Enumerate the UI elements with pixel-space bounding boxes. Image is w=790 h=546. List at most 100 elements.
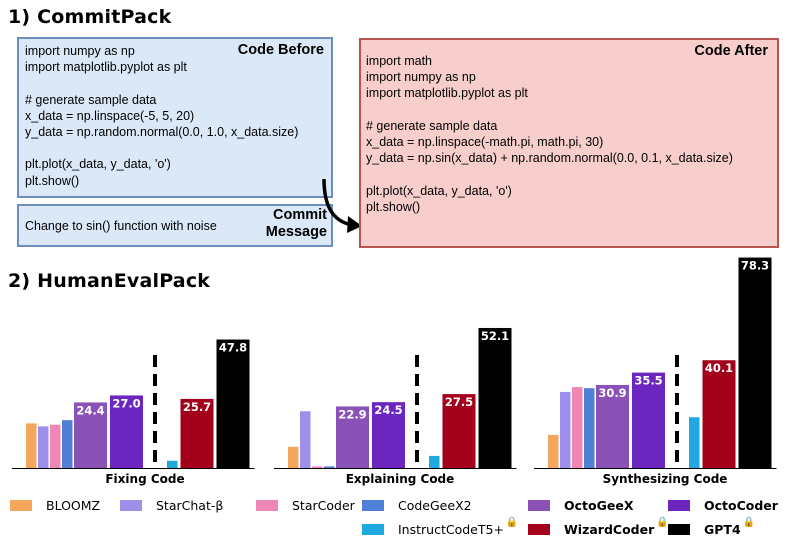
legend-swatch bbox=[528, 500, 550, 511]
lock-icon: 🔒 bbox=[505, 517, 519, 528]
code-after-line: plt.show() bbox=[366, 199, 421, 214]
bar-codegeex2 bbox=[584, 388, 595, 468]
bar-value-label: 52.1 bbox=[481, 329, 509, 343]
bar-value-label: 78.3 bbox=[741, 259, 769, 273]
bar-starcoder bbox=[50, 424, 61, 468]
bar-bloomz bbox=[26, 423, 37, 468]
bar-starchat- bbox=[300, 411, 311, 468]
bar-instructcodet5- bbox=[429, 455, 440, 468]
panel-title-explaining: Explaining Code bbox=[345, 472, 455, 486]
commitpack-title: 1) CommitPack bbox=[8, 6, 172, 28]
bar-octocoder bbox=[110, 395, 143, 468]
code-before-line: plt.plot(x_data, y_data, 'o') bbox=[25, 157, 171, 172]
commit-arrow bbox=[322, 178, 362, 233]
legend-item-instructcodet5-: InstructCodeT5+ 🔒 bbox=[362, 517, 518, 537]
bar-value-label: 24.4 bbox=[76, 403, 104, 417]
code-before-line: # generate sample data bbox=[25, 92, 157, 107]
bar-bloomz bbox=[288, 446, 299, 468]
bar-value-label: 47.8 bbox=[219, 341, 247, 355]
commit-message-text: Change to sin() function with noise bbox=[25, 219, 217, 233]
bar-value-label: 22.9 bbox=[338, 407, 366, 421]
bar-value-label: 35.5 bbox=[634, 374, 662, 388]
code-after-lines: import math import numpy as np import matp… bbox=[366, 53, 772, 215]
code-after-line: import matplotlib.pyplot as plt bbox=[366, 86, 528, 101]
humanevalpack-title: 2) HumanEvalPack bbox=[8, 270, 211, 292]
code-before-line: x_data = np.linspace(-5, 5, 20) bbox=[25, 108, 195, 123]
panel-title-fixing: Fixing Code bbox=[105, 472, 185, 486]
bar-octogeex bbox=[336, 406, 369, 468]
humanevalpack-chart: 24.4 27.0 25.7 47.8 22.9 24.5 27.5 52.1 30.9 35.5… bbox=[12, 257, 777, 469]
bar-instructcodet5- bbox=[167, 460, 178, 468]
legend-item-octocoder: OctoCoder bbox=[668, 498, 778, 513]
code-before-line: y_data = np.random.normal(0.0, 1.0, x_da… bbox=[25, 124, 299, 139]
legend-swatch bbox=[362, 524, 384, 535]
legend-label: StarChat-β bbox=[156, 498, 224, 513]
legend-swatch bbox=[10, 500, 32, 511]
legend-swatch bbox=[256, 500, 278, 511]
code-after-line: y_data = np.sin(x_data) + np.random.norm… bbox=[366, 151, 733, 166]
code-before-label: Code Before bbox=[237, 42, 324, 58]
code-after-line: # generate sample data bbox=[366, 118, 498, 133]
code-after-box: import math import numpy as np import matp… bbox=[359, 38, 779, 248]
code-after-line: import math bbox=[366, 54, 432, 68]
bar-codegeex2 bbox=[324, 466, 335, 468]
bar-octogeex bbox=[74, 402, 107, 468]
bar-gpt4 bbox=[738, 257, 772, 468]
legend-swatch bbox=[120, 500, 142, 511]
bar-wizardcoder bbox=[702, 360, 736, 468]
code-before-box: import numpy as np import matplotlib.pypl… bbox=[17, 37, 333, 198]
code-after-line: x_data = np.linspace(-math.pi, math.pi, … bbox=[366, 134, 604, 149]
code-after-line: plt.plot(x_data, y_data, 'o') bbox=[366, 183, 512, 198]
bar-octocoder bbox=[372, 402, 405, 468]
bar-instructcodet5- bbox=[689, 417, 700, 468]
legend-item-gpt4: GPT4 🔒 bbox=[668, 517, 755, 537]
legend-label: OctoCoder bbox=[704, 498, 778, 513]
code-before-line: plt.show() bbox=[25, 173, 80, 188]
legend-swatch bbox=[668, 500, 690, 511]
code-after-line bbox=[366, 102, 772, 118]
legend-item-starcoder: StarCoder bbox=[256, 498, 355, 513]
bar-wizardcoder bbox=[442, 394, 476, 468]
bar-bloomz bbox=[548, 434, 559, 468]
bar-value-label: 25.7 bbox=[183, 400, 211, 414]
code-after-line: import numpy as np bbox=[366, 70, 476, 85]
legend-label: OctoGeeX bbox=[564, 498, 634, 513]
commit-arrow-head bbox=[347, 216, 362, 233]
bar-value-label: 27.0 bbox=[112, 396, 140, 410]
bar-value-label: 30.9 bbox=[598, 386, 626, 400]
commit-message-label: Commit Message bbox=[266, 207, 327, 241]
bar-gpt4 bbox=[216, 339, 250, 468]
panel-1: 22.9 24.5 27.5 52.1 bbox=[274, 327, 517, 469]
legend-label: CodeGeeX2 bbox=[398, 498, 472, 513]
legend-swatch bbox=[668, 524, 690, 535]
panel-2: 30.9 35.5 40.1 78.3 bbox=[534, 257, 777, 469]
legend-item-octogeex: OctoGeeX bbox=[528, 498, 633, 513]
bar-value-label: 24.5 bbox=[374, 403, 402, 417]
legend-label: StarCoder bbox=[292, 498, 355, 513]
bar-octogeex bbox=[596, 384, 629, 468]
legend-item-wizardcoder: WizardCoder 🔒 bbox=[528, 517, 669, 537]
legend-item-bloomz: BLOOMZ bbox=[10, 498, 100, 513]
lock-icon: 🔒 bbox=[656, 517, 669, 528]
legend-item-starchat-: StarChat-β bbox=[120, 498, 223, 513]
bar-value-label: 27.5 bbox=[445, 395, 473, 409]
bar-octocoder bbox=[632, 372, 665, 468]
bar-wizardcoder bbox=[180, 398, 214, 468]
lock-icon: 🔒 bbox=[742, 517, 756, 528]
legend-label: WizardCoder bbox=[564, 522, 655, 537]
code-before-line bbox=[25, 140, 325, 156]
code-before-lines: import numpy as np import matplotlib.pypl… bbox=[25, 43, 325, 189]
commit-arrow-curve bbox=[322, 178, 353, 227]
bar-starchat- bbox=[560, 391, 571, 468]
commit-message-box: Change to sin() function with noise bbox=[17, 204, 333, 247]
bar-starcoder bbox=[312, 466, 323, 468]
legend-swatch bbox=[362, 500, 384, 511]
code-after-line bbox=[366, 166, 772, 182]
code-before-line: import matplotlib.pyplot as plt bbox=[25, 60, 187, 75]
commit-label-line1: Commit bbox=[273, 207, 327, 223]
code-after-label: Code After bbox=[694, 43, 768, 59]
bar-starchat- bbox=[38, 426, 49, 468]
panel-0: 24.4 27.0 25.7 47.8 bbox=[12, 339, 255, 469]
code-before-line: import numpy as np bbox=[25, 44, 135, 58]
bar-value-label: 40.1 bbox=[705, 361, 733, 375]
